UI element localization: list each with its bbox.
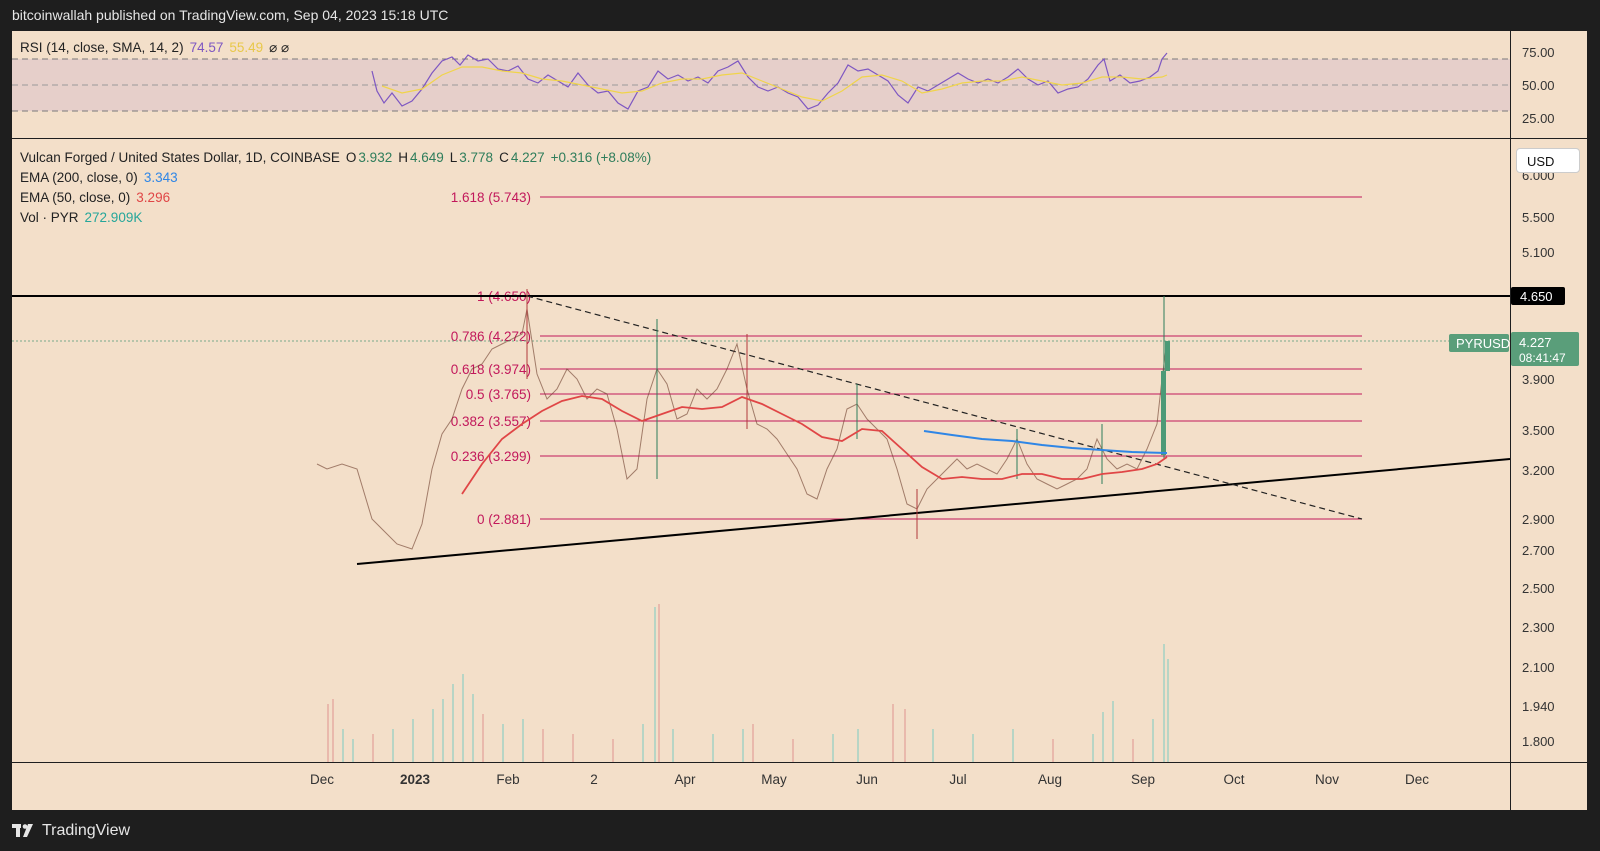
tradingview-logo-text: TradingView <box>42 821 131 839</box>
svg-text:1.800: 1.800 <box>1522 734 1555 749</box>
currency-button[interactable]: USD <box>1516 148 1580 173</box>
rsi-value: 74.57 <box>189 40 224 55</box>
ema200-line <box>923 430 1168 454</box>
candles-approx <box>526 289 1170 539</box>
tradingview-logo[interactable]: TradingView <box>12 822 130 840</box>
svg-text:2.700: 2.700 <box>1522 543 1555 558</box>
svg-text:50.00: 50.00 <box>1522 78 1555 93</box>
ema200-legend: EMA (200, close, 0) 3.343 <box>20 170 178 185</box>
svg-text:1.940: 1.940 <box>1522 699 1555 714</box>
svg-text:3.900: 3.900 <box>1522 372 1555 387</box>
svg-text:Oct: Oct <box>1223 772 1244 787</box>
fib-labels: 1.618 (5.743) 1 (4.650) 0.786 (4.272) 0.… <box>451 190 531 527</box>
horizontal-line-price-tag: 4.650 <box>1520 289 1553 304</box>
svg-text:Dec: Dec <box>1405 772 1429 787</box>
ohlc-low: 3.778 <box>459 150 494 165</box>
svg-text:0.618 (3.974): 0.618 (3.974) <box>451 362 531 377</box>
svg-text:Sep: Sep <box>1131 772 1155 787</box>
svg-text:75.00: 75.00 <box>1522 45 1555 60</box>
svg-text:Aug: Aug <box>1038 772 1062 787</box>
ema50-legend: EMA (50, close, 0) 3.296 <box>20 190 171 205</box>
svg-text:Nov: Nov <box>1315 772 1339 787</box>
svg-text:3.200: 3.200 <box>1522 463 1555 478</box>
svg-text:Jun: Jun <box>856 772 878 787</box>
svg-text:1.618 (5.743): 1.618 (5.743) <box>451 190 531 205</box>
svg-text:3.500: 3.500 <box>1522 423 1555 438</box>
svg-text:0.382 (3.557): 0.382 (3.557) <box>451 414 531 429</box>
rsi-legend: RSI (14, close, SMA, 14, 2) 74.57 55.49 … <box>20 38 289 58</box>
rsi-pane-separator <box>12 138 1587 139</box>
svg-text:Apr: Apr <box>674 772 696 787</box>
svg-text:0 (2.881): 0 (2.881) <box>477 512 531 527</box>
ohlc-close: 4.227 <box>510 150 545 165</box>
main-legend: Vulcan Forged / United States Dollar, 1D… <box>20 148 651 228</box>
volume-bars <box>327 604 1169 762</box>
svg-text:2023: 2023 <box>400 772 431 787</box>
svg-text:5.100: 5.100 <box>1522 245 1555 260</box>
rsi-label: RSI (14, close, SMA, 14, 2) <box>20 40 184 55</box>
svg-text:PYRUSD: PYRUSD <box>1456 336 1510 351</box>
svg-text:2.100: 2.100 <box>1522 660 1555 675</box>
svg-text:Jul: Jul <box>949 772 966 787</box>
chart-frame: 75.00 50.00 25.00 RSI (14, close, SMA, 1… <box>12 31 1587 810</box>
time-axis-separator <box>12 762 1587 763</box>
rsi-pane[interactable]: 75.00 50.00 25.00 <box>12 31 1587 138</box>
svg-text:Dec: Dec <box>310 772 334 787</box>
footer: TradingView <box>0 810 1600 851</box>
svg-text:4.227: 4.227 <box>1519 335 1552 350</box>
price-chart-pane[interactable]: 1.618 (5.743) 1 (4.650) 0.786 (4.272) 0.… <box>12 139 1587 762</box>
tradingview-logo-icon <box>12 823 33 837</box>
svg-text:2: 2 <box>590 772 598 787</box>
svg-text:0.786 (4.272): 0.786 (4.272) <box>451 329 531 344</box>
svg-text:25.00: 25.00 <box>1522 111 1555 126</box>
svg-text:2.300: 2.300 <box>1522 620 1555 635</box>
rsi-sma-line <box>381 66 1168 102</box>
svg-text:0.236 (3.299): 0.236 (3.299) <box>451 449 531 464</box>
ohlc-high: 4.649 <box>409 150 444 165</box>
svg-text:0.5 (3.765): 0.5 (3.765) <box>466 387 531 402</box>
publish-info: bitcoinwallah published on TradingView.c… <box>12 7 449 23</box>
ohlc-open: 3.932 <box>358 150 393 165</box>
svg-text:2.900: 2.900 <box>1522 512 1555 527</box>
volume-legend: Vol · PYR 272.909K <box>20 210 143 225</box>
svg-text:5.500: 5.500 <box>1522 210 1555 225</box>
svg-text:2.500: 2.500 <box>1522 581 1555 596</box>
symbol-description: Vulcan Forged / United States Dollar, 1D… <box>20 150 340 165</box>
rsi-sma-value: 55.49 <box>229 40 264 55</box>
svg-text:08:41:47: 08:41:47 <box>1519 351 1566 365</box>
ohlc-change: +0.316 (+8.08%) <box>550 150 652 165</box>
svg-text:Feb: Feb <box>496 772 519 787</box>
ema50-line <box>461 395 1168 495</box>
price-axis-separator <box>1510 31 1511 810</box>
svg-text:May: May <box>761 772 787 787</box>
price-axis-ticks: 6.000 5.500 5.100 3.900 3.500 3.200 2.90… <box>1522 168 1555 749</box>
rsi-hidden-values-icons: ⌀ ⌀ <box>269 40 290 55</box>
time-axis[interactable]: Dec 2023 Feb 2 Apr May Jun Jul Aug Sep O… <box>12 763 1510 810</box>
